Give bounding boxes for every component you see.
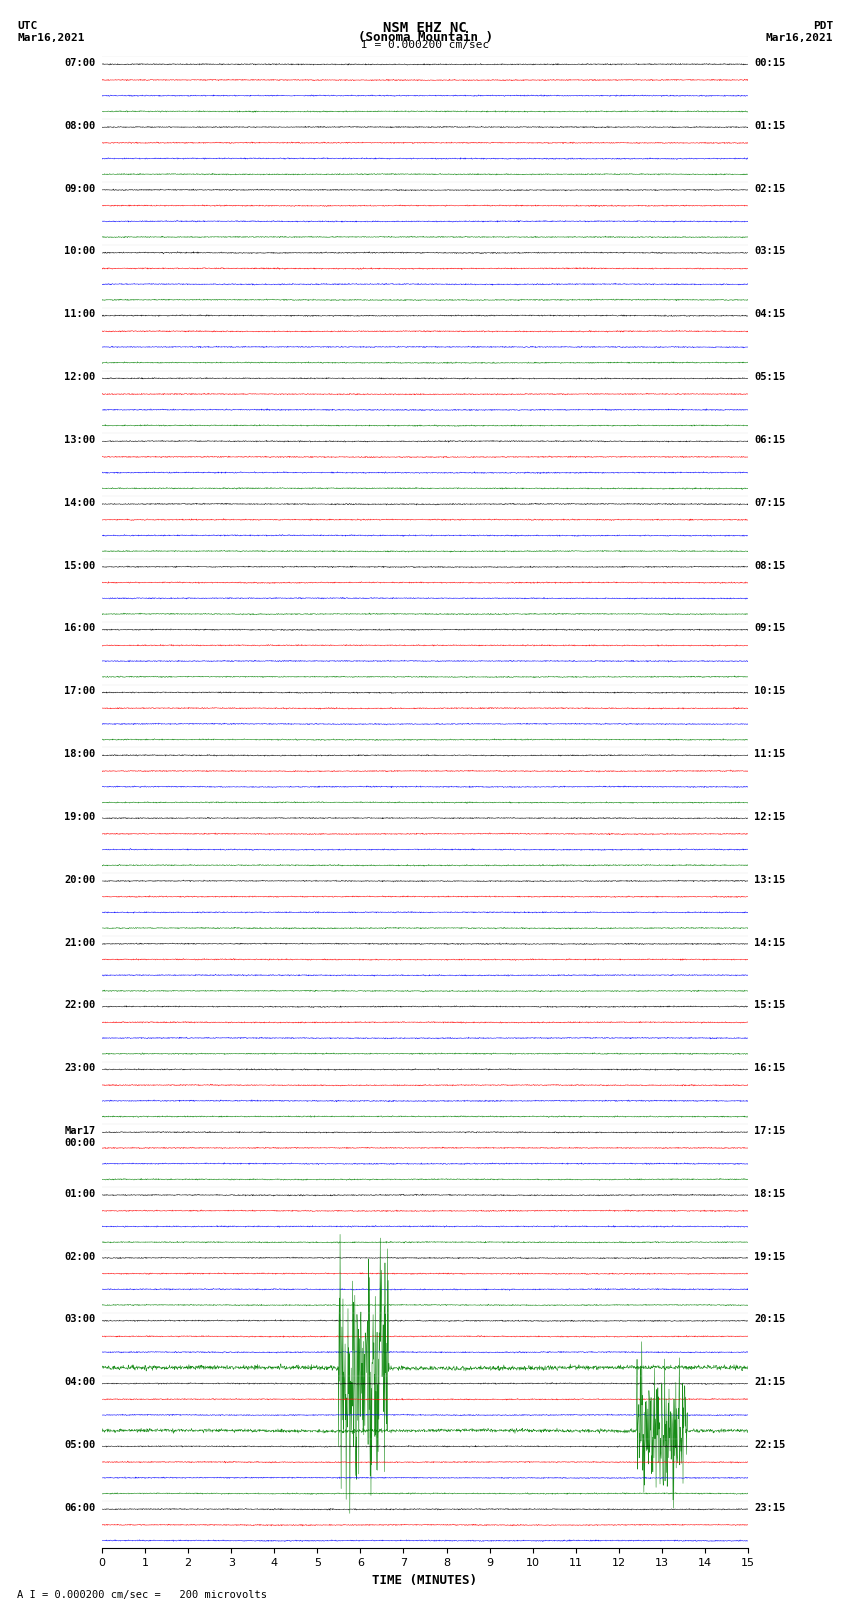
Text: 19:15: 19:15 xyxy=(755,1252,785,1261)
Text: 16:15: 16:15 xyxy=(755,1063,785,1073)
Text: (Sonoma Mountain ): (Sonoma Mountain ) xyxy=(358,31,492,44)
Text: A I = 0.000200 cm/sec =   200 microvolts: A I = 0.000200 cm/sec = 200 microvolts xyxy=(17,1590,267,1600)
Text: 02:15: 02:15 xyxy=(755,184,785,194)
Text: 07:15: 07:15 xyxy=(755,498,785,508)
Text: 08:15: 08:15 xyxy=(755,561,785,571)
Text: 15:00: 15:00 xyxy=(65,561,95,571)
Text: 14:15: 14:15 xyxy=(755,937,785,947)
Text: 22:15: 22:15 xyxy=(755,1440,785,1450)
Text: 17:15: 17:15 xyxy=(755,1126,785,1136)
Text: NSM EHZ NC: NSM EHZ NC xyxy=(383,21,467,35)
Text: 01:00: 01:00 xyxy=(65,1189,95,1198)
Text: 11:15: 11:15 xyxy=(755,748,785,760)
Text: 23:00: 23:00 xyxy=(65,1063,95,1073)
Text: 01:15: 01:15 xyxy=(755,121,785,131)
Text: 07:00: 07:00 xyxy=(65,58,95,68)
Text: 14:00: 14:00 xyxy=(65,498,95,508)
Text: 09:15: 09:15 xyxy=(755,623,785,634)
Text: 02:00: 02:00 xyxy=(65,1252,95,1261)
Text: 12:15: 12:15 xyxy=(755,811,785,823)
Text: 11:00: 11:00 xyxy=(65,310,95,319)
Text: UTC
Mar16,2021: UTC Mar16,2021 xyxy=(17,21,84,42)
Text: 09:00: 09:00 xyxy=(65,184,95,194)
Text: 03:00: 03:00 xyxy=(65,1315,95,1324)
Text: 06:00: 06:00 xyxy=(65,1503,95,1513)
Text: 13:00: 13:00 xyxy=(65,436,95,445)
Text: 18:15: 18:15 xyxy=(755,1189,785,1198)
Text: PDT
Mar16,2021: PDT Mar16,2021 xyxy=(766,21,833,42)
Text: 08:00: 08:00 xyxy=(65,121,95,131)
Text: 05:00: 05:00 xyxy=(65,1440,95,1450)
Text: 21:00: 21:00 xyxy=(65,937,95,947)
X-axis label: TIME (MINUTES): TIME (MINUTES) xyxy=(372,1574,478,1587)
Text: 23:15: 23:15 xyxy=(755,1503,785,1513)
Text: Mar17
00:00: Mar17 00:00 xyxy=(65,1126,95,1147)
Text: 03:15: 03:15 xyxy=(755,247,785,256)
Text: 19:00: 19:00 xyxy=(65,811,95,823)
Text: 10:00: 10:00 xyxy=(65,247,95,256)
Text: 12:00: 12:00 xyxy=(65,373,95,382)
Text: 18:00: 18:00 xyxy=(65,748,95,760)
Text: 20:00: 20:00 xyxy=(65,874,95,884)
Text: 21:15: 21:15 xyxy=(755,1378,785,1387)
Text: 04:15: 04:15 xyxy=(755,310,785,319)
Text: 05:15: 05:15 xyxy=(755,373,785,382)
Text: 16:00: 16:00 xyxy=(65,623,95,634)
Text: 13:15: 13:15 xyxy=(755,874,785,884)
Text: 10:15: 10:15 xyxy=(755,686,785,697)
Text: 00:15: 00:15 xyxy=(755,58,785,68)
Text: I = 0.000200 cm/sec: I = 0.000200 cm/sec xyxy=(361,40,489,50)
Text: 20:15: 20:15 xyxy=(755,1315,785,1324)
Text: 15:15: 15:15 xyxy=(755,1000,785,1010)
Text: 04:00: 04:00 xyxy=(65,1378,95,1387)
Text: 17:00: 17:00 xyxy=(65,686,95,697)
Text: 22:00: 22:00 xyxy=(65,1000,95,1010)
Text: 06:15: 06:15 xyxy=(755,436,785,445)
